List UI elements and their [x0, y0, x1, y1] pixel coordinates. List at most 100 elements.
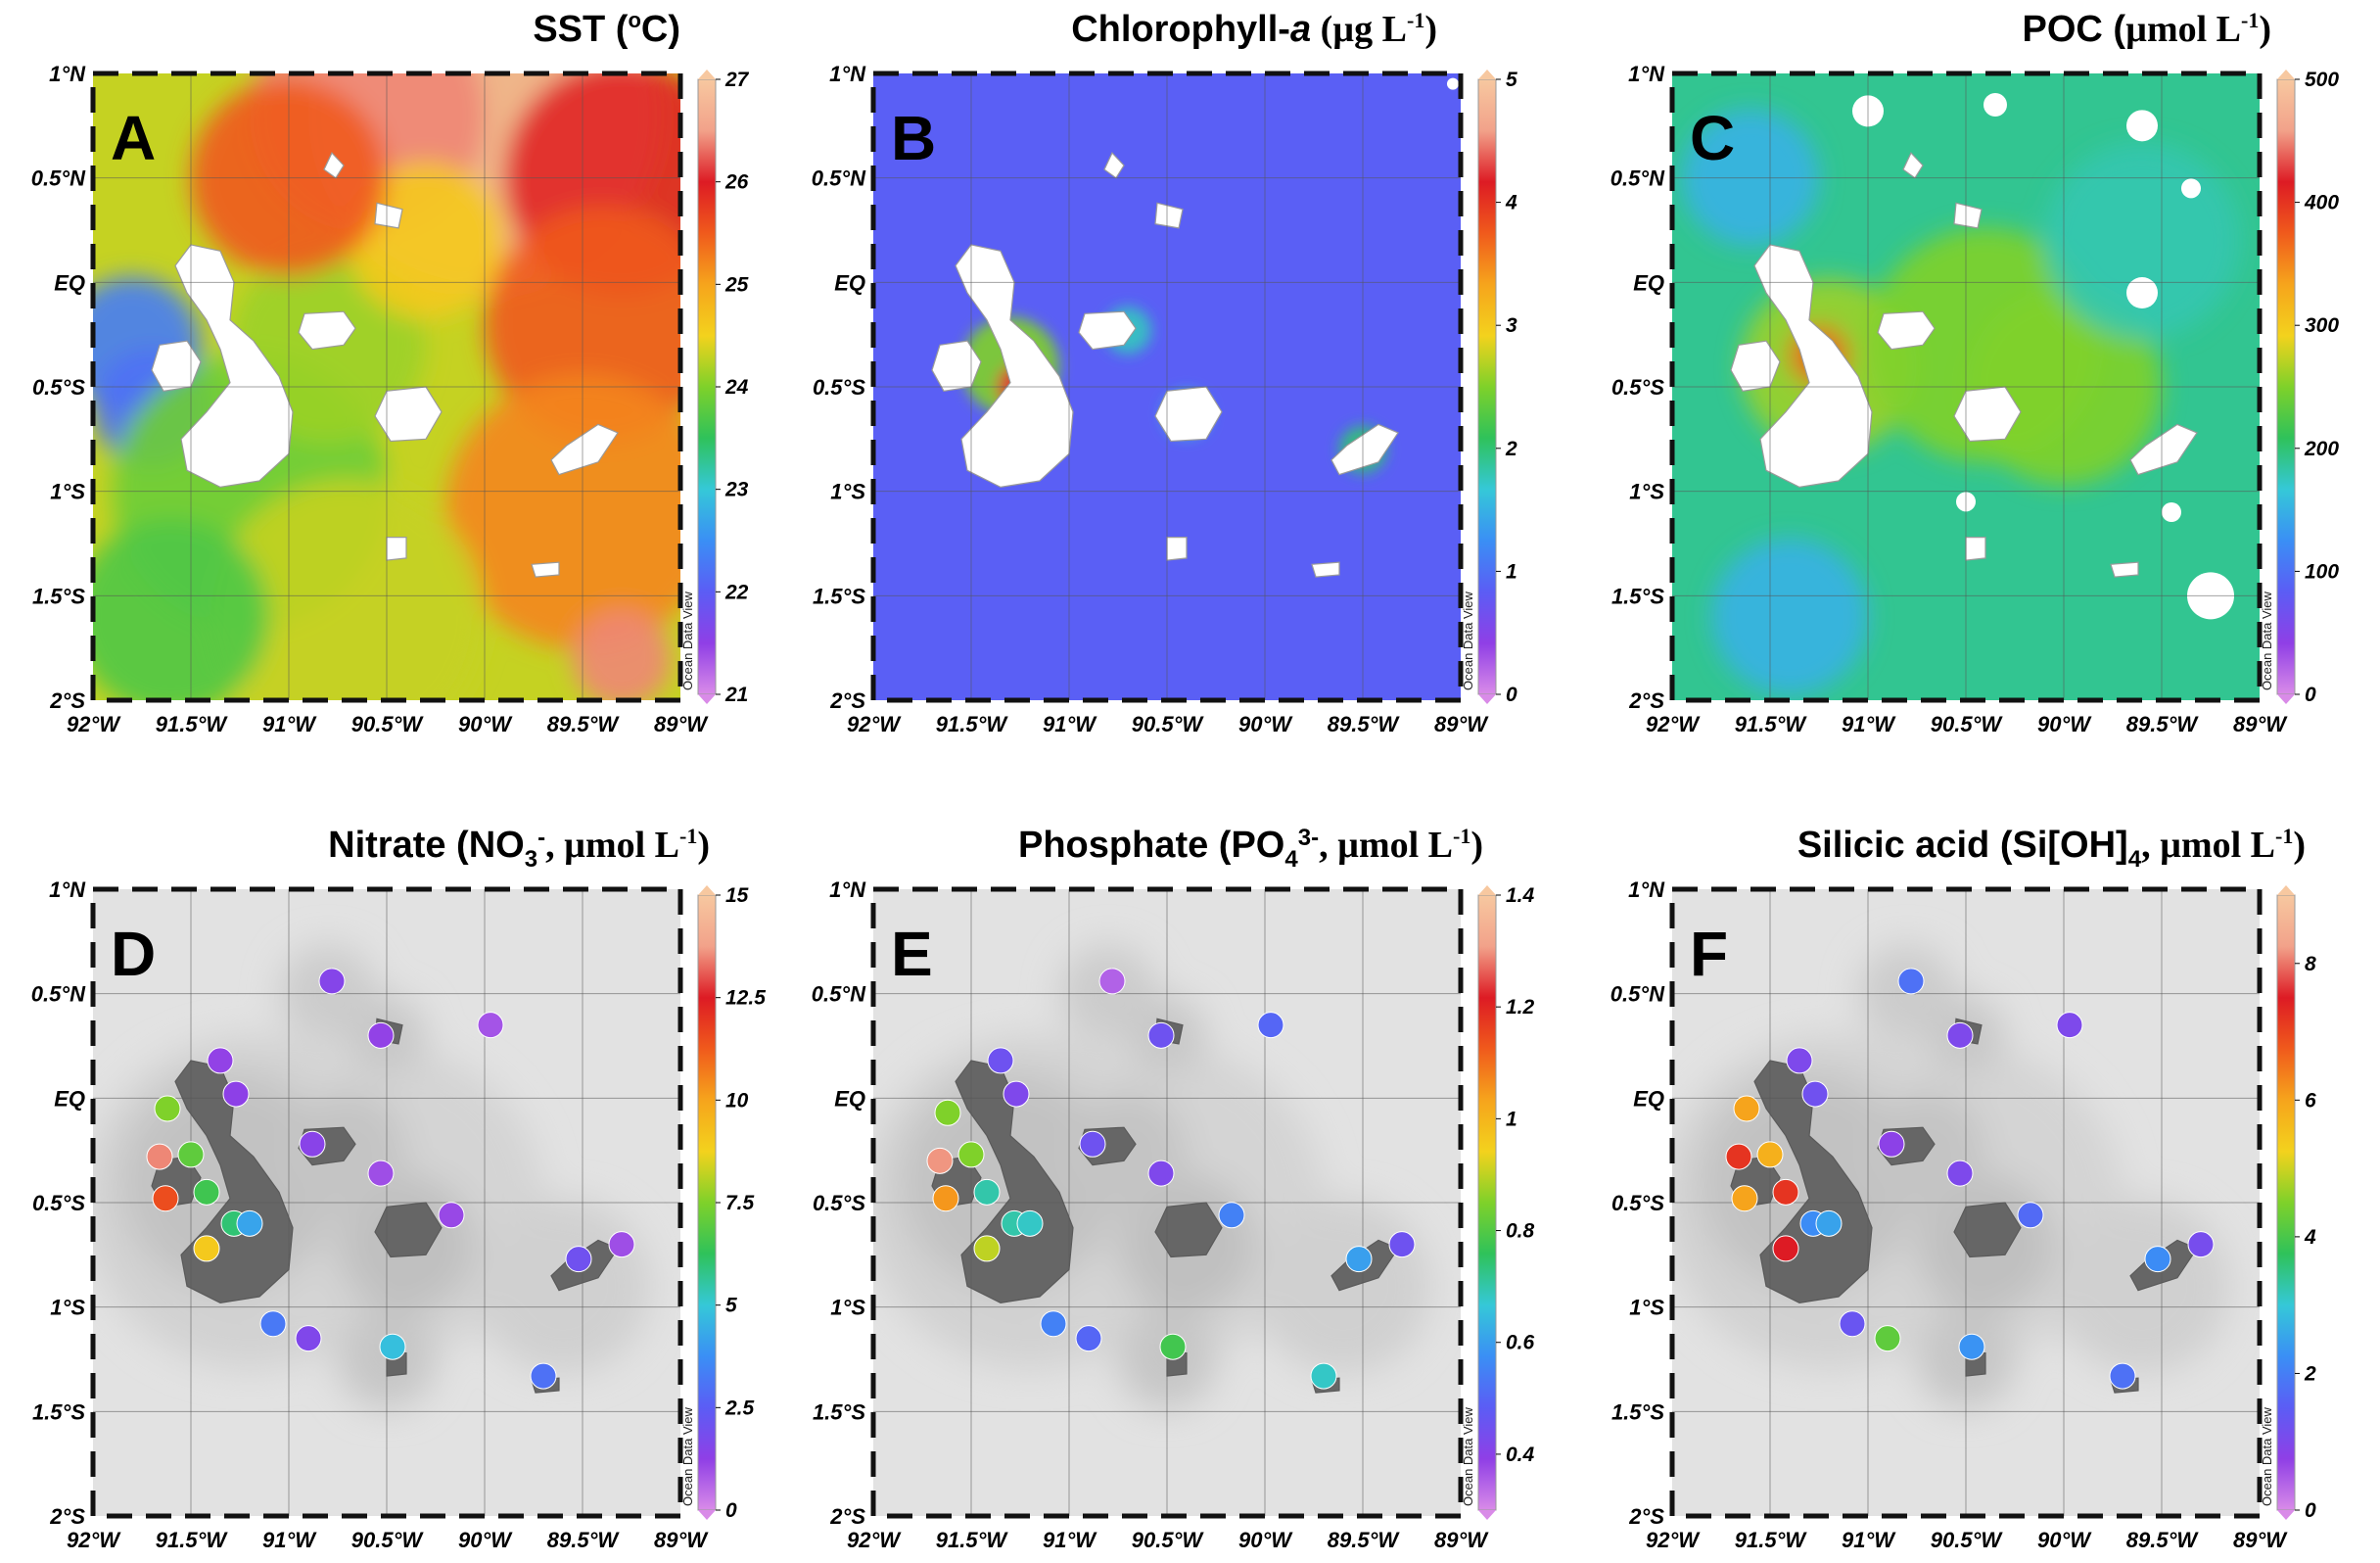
panel-letter: E — [891, 919, 933, 989]
field-blob — [210, 479, 485, 700]
lat-label: 1°N — [49, 62, 86, 86]
panel-letter: F — [1690, 919, 1728, 989]
station-point — [1345, 1246, 1373, 1273]
lat-label: 1°S — [830, 480, 865, 504]
station-point — [1756, 1141, 1784, 1168]
station-point — [1003, 1080, 1030, 1108]
lon-label: 90°W — [1238, 1528, 1293, 1552]
lat-label: EQ — [1633, 1086, 1664, 1111]
lon-label: 92°W — [847, 1528, 902, 1552]
colorbar-tick-label: 15 — [725, 884, 749, 907]
station-point — [2144, 1246, 2171, 1273]
field-blob — [573, 609, 671, 700]
station-point — [1725, 1143, 1752, 1170]
station-point — [932, 1185, 959, 1212]
station-point — [1159, 1333, 1187, 1360]
lat-label: 2°S — [1628, 688, 1664, 713]
colorbar-tick-label: 23 — [724, 479, 749, 501]
lat-label: 1°S — [1629, 480, 1664, 504]
colorbar — [2276, 894, 2296, 1511]
station-point — [177, 1141, 205, 1168]
map-frame — [90, 886, 683, 1519]
panel-F: F 92°W 91.5°W 91°W 90.5°W 90°W 89.5°W 89°W 1°N 0.… — [1610, 824, 2316, 1552]
colorbar-cap-bottom — [1478, 694, 1496, 704]
station-point — [477, 1012, 504, 1039]
panel-title: Chlorophyll-a (µg L-1) — [1071, 8, 1437, 50]
lat-label: 0.5°N — [812, 982, 866, 1007]
colorbar-cap-bottom — [698, 694, 716, 704]
colorbar-cap-top — [2277, 70, 2295, 79]
colorbar-tick-label: 22 — [724, 581, 749, 603]
lat-label: EQ — [834, 1086, 865, 1111]
lon-label: 91.5°W — [156, 712, 229, 736]
colorbar-tick-label: 4 — [1505, 192, 1517, 214]
colorbar-tick-label: 500 — [2305, 69, 2339, 91]
no-data-patch — [2126, 277, 2158, 308]
colorbar-tick-label: 24 — [724, 376, 749, 399]
colorbar-cap-top — [698, 70, 716, 79]
panel-E: E 92°W 91.5°W 91°W 90.5°W 90°W 89.5°W 89°W 1°N 0.… — [812, 824, 1535, 1552]
lon-label: 92°W — [1646, 712, 1701, 736]
station-point — [1310, 1362, 1337, 1390]
colorbar-tick-label: 21 — [724, 684, 748, 706]
lon-label: 89°W — [1434, 1528, 1489, 1552]
lat-label: EQ — [834, 270, 865, 295]
watermark-label: Ocean Data View — [1461, 591, 1475, 690]
colorbar-tick-label: 0 — [2305, 684, 2316, 706]
lat-label: 2°S — [49, 1504, 85, 1529]
station-point — [318, 968, 346, 995]
colorbar-cap-bottom — [2277, 1510, 2295, 1520]
colorbar — [1477, 894, 1497, 1511]
lon-label: 92°W — [67, 712, 121, 736]
island-sancristobal — [1330, 423, 1399, 476]
island-santiago — [298, 310, 356, 351]
station-point — [1946, 1160, 1974, 1187]
island-santiago — [1877, 310, 1936, 351]
station-point — [1731, 1185, 1758, 1212]
colorbar-tick-label: 8 — [2305, 953, 2316, 975]
station-point — [1958, 1333, 1985, 1360]
station-point — [236, 1209, 263, 1237]
colorbar-tick-label: 2 — [2304, 1362, 2316, 1385]
lon-label: 91.5°W — [936, 1528, 1009, 1552]
station-point — [1874, 1325, 1901, 1352]
panel-B: B 92°W 91.5°W 91°W 90.5°W 90°W 89.5°W 89°W 1°N 0.… — [812, 8, 1517, 736]
colorbar-tick-label: 200 — [2304, 438, 2339, 460]
island-sancristobal — [550, 423, 619, 476]
station-point — [973, 1178, 1001, 1206]
colorbar-cap-top — [1478, 885, 1496, 895]
lat-label: 1°S — [830, 1296, 865, 1320]
no-data-patch — [1447, 77, 1459, 90]
station-point — [1801, 1080, 1829, 1108]
lat-label: 0.5°S — [813, 1191, 865, 1215]
colorbar-tick-label: 100 — [2305, 560, 2339, 583]
colorbar-tick-label: 5 — [725, 1295, 737, 1317]
station-point — [1040, 1310, 1067, 1338]
island-espanola — [1311, 561, 1340, 578]
panel-letter: C — [1690, 103, 1735, 173]
colorbar-tick-label: 0 — [1506, 684, 1517, 706]
lon-label: 91.5°W — [156, 1528, 229, 1552]
lat-label: 1°N — [829, 877, 866, 902]
field-blob — [445, 375, 680, 649]
colorbar — [2276, 78, 2296, 695]
watermark-label: Ocean Data View — [680, 591, 695, 690]
colorbar-cap-top — [2277, 885, 2295, 895]
station-point — [973, 1235, 1001, 1262]
lat-label: 1.5°S — [32, 584, 85, 608]
lon-label: 90.5°W — [351, 712, 425, 736]
station-point — [1388, 1231, 1416, 1258]
lon-label: 91°W — [1043, 712, 1097, 736]
lon-label: 91.5°W — [1735, 1528, 1808, 1552]
station-point — [1772, 1178, 1799, 1206]
island-espanola — [531, 561, 560, 578]
station-point — [987, 1047, 1014, 1074]
lat-label: 1°S — [1629, 1296, 1664, 1320]
lat-label: 0.5°N — [31, 166, 86, 191]
colorbar-tick-label: 0.6 — [1506, 1332, 1535, 1354]
lon-label: 92°W — [1646, 1528, 1701, 1552]
lat-label: 0.5°N — [31, 982, 86, 1007]
colorbar-cap-bottom — [1478, 1510, 1496, 1520]
station-point — [1946, 1021, 1974, 1049]
